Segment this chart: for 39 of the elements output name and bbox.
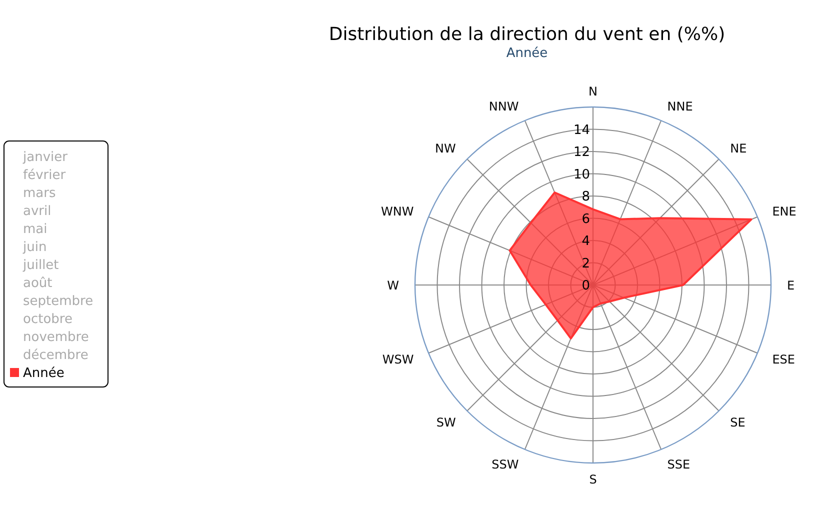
spoke-label: NW bbox=[434, 141, 456, 156]
spoke-label: W bbox=[387, 278, 400, 292]
y-tick-label: 2 bbox=[582, 256, 590, 272]
y-tick-label: 0 bbox=[582, 278, 590, 294]
chart-title: Distribution de la direction du vent en (%%) bbox=[328, 24, 726, 45]
text: avril bbox=[23, 204, 52, 219]
spoke-label: N bbox=[588, 84, 598, 98]
spoke-label: SE bbox=[730, 416, 746, 430]
spoke-label: SW bbox=[436, 416, 456, 430]
spoke-label: SSE bbox=[667, 458, 690, 472]
spoke-label: WNW bbox=[381, 204, 414, 218]
y-tick-label: 14 bbox=[573, 122, 590, 138]
y-tick-label: 10 bbox=[573, 167, 590, 182]
y-tick-label: 6 bbox=[582, 212, 590, 227]
spoke-label: ESE bbox=[772, 352, 796, 367]
spoke-label: ENE bbox=[772, 204, 796, 218]
text: juin bbox=[22, 240, 47, 255]
text: janvier bbox=[22, 150, 68, 165]
text: octobre bbox=[23, 312, 72, 327]
spoke-label: NE bbox=[730, 141, 747, 156]
text: mai bbox=[23, 222, 48, 237]
text: septembre bbox=[23, 294, 94, 309]
text: juillet bbox=[22, 258, 59, 273]
text: février bbox=[23, 168, 66, 183]
text: décembre bbox=[23, 348, 88, 363]
text: mars bbox=[23, 186, 56, 201]
y-tick-label: 12 bbox=[573, 145, 590, 160]
spoke-label: NNE bbox=[667, 99, 693, 114]
text: août bbox=[23, 276, 52, 291]
legend-label: Année bbox=[23, 366, 64, 381]
spoke-label: WSW bbox=[382, 352, 414, 367]
spoke-label: S bbox=[589, 472, 597, 486]
chart-subtitle: Année bbox=[506, 46, 548, 61]
spoke-label: SSW bbox=[492, 458, 519, 472]
y-tick-label: 4 bbox=[582, 234, 590, 249]
spoke-label: NNW bbox=[488, 99, 519, 114]
spoke-label: E bbox=[787, 278, 795, 292]
text: novembre bbox=[23, 330, 89, 345]
y-tick-label: 8 bbox=[582, 190, 590, 204]
